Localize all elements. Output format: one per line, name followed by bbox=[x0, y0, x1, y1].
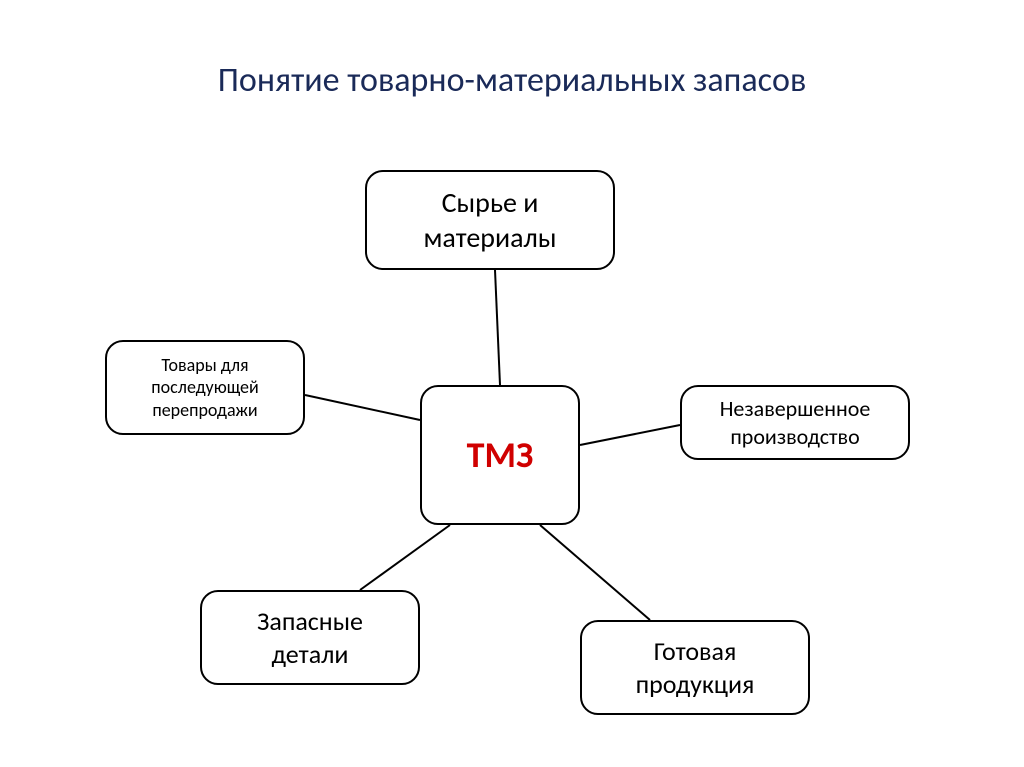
node-label: Товары дляпоследующейперепродажи bbox=[151, 354, 258, 422]
edge bbox=[580, 425, 680, 445]
node-label: Незавершенноепроизводство bbox=[720, 395, 871, 450]
center-node: ТМЗ bbox=[420, 385, 580, 525]
outer-node-bleft: Запасныедетали bbox=[200, 590, 420, 685]
outer-node-right: Незавершенноепроизводство bbox=[680, 385, 910, 460]
outer-node-left: Товары дляпоследующейперепродажи bbox=[105, 340, 305, 435]
outer-node-bright: Готоваяпродукция bbox=[580, 620, 810, 715]
page-title: Понятие товарно-материальных запасов bbox=[0, 60, 1024, 101]
node-label: Сырье иматериалы bbox=[424, 185, 557, 255]
edge bbox=[305, 395, 420, 420]
edge bbox=[540, 525, 650, 620]
node-label: Готоваяпродукция bbox=[636, 635, 755, 700]
node-label: ТМЗ bbox=[467, 433, 534, 478]
node-label: Запасныедетали bbox=[257, 605, 363, 670]
outer-node-top: Сырье иматериалы bbox=[365, 170, 615, 270]
diagram-canvas: Понятие товарно-материальных запасов ТМЗ… bbox=[0, 0, 1024, 767]
edge bbox=[360, 525, 450, 590]
edge bbox=[495, 270, 500, 385]
